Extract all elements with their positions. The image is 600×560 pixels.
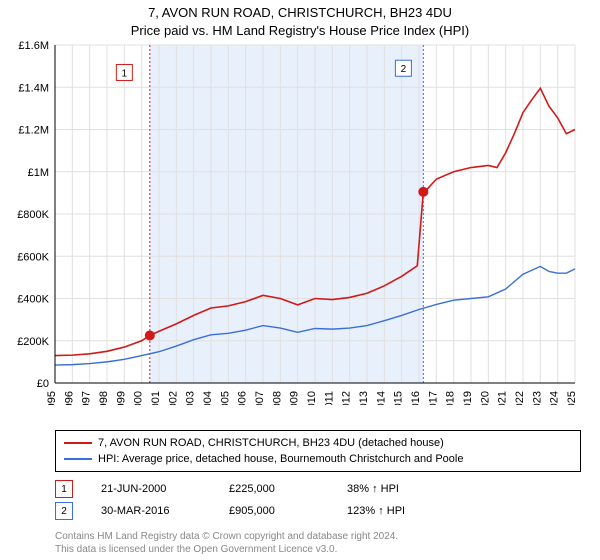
y-tick-label: £1.6M — [18, 40, 49, 52]
x-tick-label: 1998 — [98, 391, 110, 405]
x-tick-label: 2025 — [566, 391, 578, 405]
legend: 7, AVON RUN ROAD, CHRISTCHURCH, BH23 4DU… — [55, 430, 581, 472]
legend-item: HPI: Average price, detached house, Bour… — [64, 451, 572, 467]
x-tick-label: 2017 — [427, 391, 439, 405]
sale-row-price: £905,000 — [229, 505, 319, 517]
x-tick-label: 1997 — [81, 391, 93, 405]
sale-row-pct: 38% ↑ HPI — [347, 483, 399, 495]
legend-item: 7, AVON RUN ROAD, CHRISTCHURCH, BH23 4DU… — [64, 435, 572, 451]
sale-row: 1 21-JUN-2000 £225,000 38% ↑ HPI — [55, 480, 399, 498]
x-tick-label: 2010 — [306, 391, 318, 405]
x-tick-label: 2024 — [549, 391, 561, 405]
legend-label: 7, AVON RUN ROAD, CHRISTCHURCH, BH23 4DU… — [98, 437, 444, 449]
x-tick-label: 1996 — [63, 391, 75, 405]
legend-swatch — [64, 458, 92, 460]
legend-label: HPI: Average price, detached house, Bour… — [98, 453, 463, 465]
x-tick-label: 2012 — [341, 391, 353, 405]
x-tick-label: 2008 — [271, 391, 283, 405]
x-tick-label: 2014 — [375, 391, 387, 405]
x-tick-label: 2013 — [358, 391, 370, 405]
y-tick-label: £1.4M — [18, 82, 49, 94]
sale-badge-number: 2 — [401, 64, 407, 75]
x-tick-label: 2015 — [393, 391, 405, 405]
y-tick-label: £800K — [17, 209, 49, 221]
sale-row-badge: 2 — [55, 502, 73, 520]
x-tick-label: 2022 — [514, 391, 526, 405]
price-chart: £0 £200K £400K £600K £800K £1M £1.2M £1.4M £1.6M… — [0, 0, 600, 405]
x-tick-label: 1999 — [115, 391, 127, 405]
x-tick-label: 2020 — [479, 391, 491, 405]
footer-line-1: Contains HM Land Registry data © Crown c… — [55, 530, 398, 543]
sale-row: 2 30-MAR-2016 £905,000 123% ↑ HPI — [55, 502, 405, 520]
y-tick-label: £200K — [17, 336, 49, 348]
y-tick-label: £1M — [28, 167, 49, 179]
sale-row-date: 21-JUN-2000 — [101, 483, 201, 495]
x-tick-label: 2007 — [254, 391, 266, 405]
sale-row-badge: 1 — [55, 480, 73, 498]
footer-attribution: Contains HM Land Registry data © Crown c… — [55, 530, 398, 556]
legend-swatch — [64, 442, 92, 444]
y-tick-label: £600K — [17, 251, 49, 263]
x-tick-label: 2019 — [462, 391, 474, 405]
x-tick-label: 2011 — [323, 391, 335, 405]
x-tick-label: 2005 — [219, 391, 231, 405]
x-tick-label: 2018 — [445, 391, 457, 405]
sale-row-date: 30-MAR-2016 — [101, 505, 201, 517]
x-tick-label: 2004 — [202, 391, 214, 405]
sale-marker-dot — [418, 187, 428, 197]
y-tick-label: £400K — [17, 294, 49, 306]
x-tick-label: 2021 — [497, 391, 509, 405]
sale-row-price: £225,000 — [229, 483, 319, 495]
y-tick-label: £0 — [37, 378, 49, 390]
sale-marker-dot — [145, 330, 155, 340]
x-tick-label: 2006 — [237, 391, 249, 405]
y-tick-label: £1.2M — [18, 125, 49, 137]
x-tick-label: 2000 — [133, 391, 145, 405]
x-tick-label: 2023 — [531, 391, 543, 405]
x-tick-label: 1995 — [46, 391, 58, 405]
x-tick-label: 2001 — [150, 391, 162, 405]
x-tick-label: 2009 — [289, 391, 301, 405]
sale-row-pct: 123% ↑ HPI — [347, 505, 405, 517]
x-tick-label: 2016 — [410, 391, 422, 405]
sale-badge-number: 1 — [122, 68, 128, 79]
x-tick-label: 2002 — [167, 391, 179, 405]
x-tick-label: 2003 — [185, 391, 197, 405]
footer-line-2: This data is licensed under the Open Gov… — [55, 543, 398, 556]
